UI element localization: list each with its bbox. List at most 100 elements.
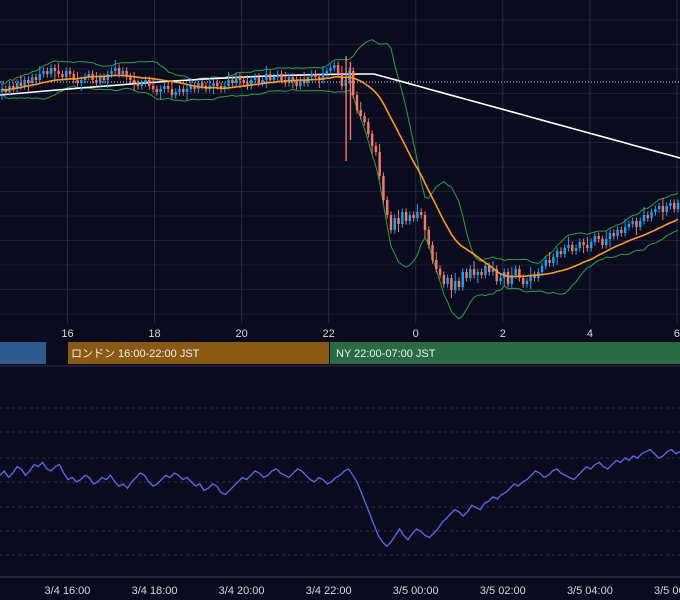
candle-body: [68, 71, 72, 74]
candle-body: [438, 269, 442, 275]
candle-body: [151, 86, 155, 89]
candle-body: [627, 224, 631, 227]
candle-body: [423, 215, 427, 230]
candle-body: [268, 74, 272, 80]
candle-body: [318, 77, 321, 80]
oscillator-panel[interactable]: [0, 365, 680, 578]
candle-body: [261, 80, 264, 83]
candle-body: [574, 248, 578, 251]
price-x-tick-label: 18: [148, 328, 160, 340]
session-block-ny: [330, 342, 680, 364]
candle-body: [563, 248, 566, 254]
candle-body: [408, 215, 412, 221]
candle-body: [234, 77, 238, 83]
candle-body: [359, 110, 362, 116]
bollinger-bands: [1, 39, 679, 320]
candle-body: [64, 71, 68, 77]
candle-body: [472, 269, 476, 275]
candle-body: [76, 80, 79, 83]
candle-body: [453, 281, 457, 290]
candle-body: [476, 272, 480, 275]
candle-body: [555, 251, 559, 257]
candle-body: [117, 68, 121, 74]
candle-body: [446, 278, 449, 284]
candle-body: [620, 230, 623, 233]
candle-body: [597, 236, 600, 239]
candle-body: [404, 212, 408, 221]
candle-body: [136, 83, 140, 86]
session-block-tokyo: [0, 342, 46, 364]
candle-body: [348, 71, 351, 80]
candle-body: [351, 71, 355, 95]
candle-body: [397, 218, 400, 224]
candle-body: [650, 212, 653, 218]
candle-body: [12, 86, 15, 89]
price-panel[interactable]: [0, 0, 680, 323]
candle-body: [435, 260, 438, 269]
candle-body: [529, 275, 532, 281]
candle-body: [155, 89, 159, 92]
candle-body: [129, 77, 132, 80]
bottom-x-tick-label: 3/4 20:00: [219, 585, 265, 597]
price-x-tick-label: 20: [235, 328, 247, 340]
candle-body: [559, 251, 563, 254]
candle-body: [238, 77, 242, 80]
candle-body: [15, 83, 19, 89]
candle-body: [144, 80, 147, 83]
candle-body: [612, 233, 616, 236]
candle-body: [442, 275, 446, 284]
candle-body: [669, 203, 672, 206]
candle-body: [646, 215, 650, 218]
candle-body: [174, 92, 177, 95]
candle-body: [325, 71, 329, 74]
candle-body: [672, 203, 676, 209]
price-x-tick-label: 22: [323, 328, 335, 340]
candle-body: [132, 80, 136, 83]
candle-body: [23, 80, 26, 86]
candle-body: [182, 89, 185, 92]
candle-body: [140, 83, 143, 86]
candle-body: [212, 83, 215, 86]
price-time-axis: 16 18 20 22 0 2 4 6: [0, 323, 680, 340]
candle-body: [110, 71, 113, 74]
candle-body: [521, 278, 525, 284]
candle-body: [27, 80, 30, 83]
candle-body: [450, 278, 453, 290]
candle-body: [623, 227, 627, 233]
oscillator-grid: [0, 365, 680, 578]
candle-body: [393, 218, 396, 230]
candle-body: [642, 215, 646, 221]
candle-body: [125, 71, 128, 77]
candle-body: [363, 116, 366, 122]
candle-body: [593, 236, 597, 242]
session-label-london: ロンドン 16:00-22:00 JST: [71, 348, 200, 360]
price-x-tick-label: 4: [587, 328, 593, 340]
candle-body: [378, 152, 381, 176]
candle-body: [276, 74, 279, 77]
candle-body: [227, 80, 230, 86]
candle-body: [19, 83, 23, 86]
candle-body: [401, 212, 404, 224]
candle-body: [385, 200, 389, 215]
candle-body: [185, 89, 189, 92]
candle-body: [178, 89, 181, 92]
oscillator-line: [0, 448, 680, 548]
price-grid: [0, 0, 680, 323]
candle-body: [166, 86, 170, 89]
price-x-tick-label: 16: [61, 328, 73, 340]
session-label-ny: NY 22:00-07:00 JST: [336, 348, 436, 360]
candle-body: [200, 83, 204, 86]
candle-body: [193, 86, 196, 89]
candle-body: [571, 245, 574, 251]
orange-moving-average: [1, 74, 679, 278]
price-x-tick-label: 2: [500, 328, 506, 340]
candle-body: [257, 77, 261, 83]
candle-body: [601, 239, 604, 245]
candle-body: [525, 281, 529, 284]
oscillator-series-line: [0, 448, 680, 548]
candle-body: [148, 80, 151, 86]
candle-body: [495, 269, 498, 281]
candle-body: [57, 71, 60, 74]
candle-body: [80, 80, 83, 83]
